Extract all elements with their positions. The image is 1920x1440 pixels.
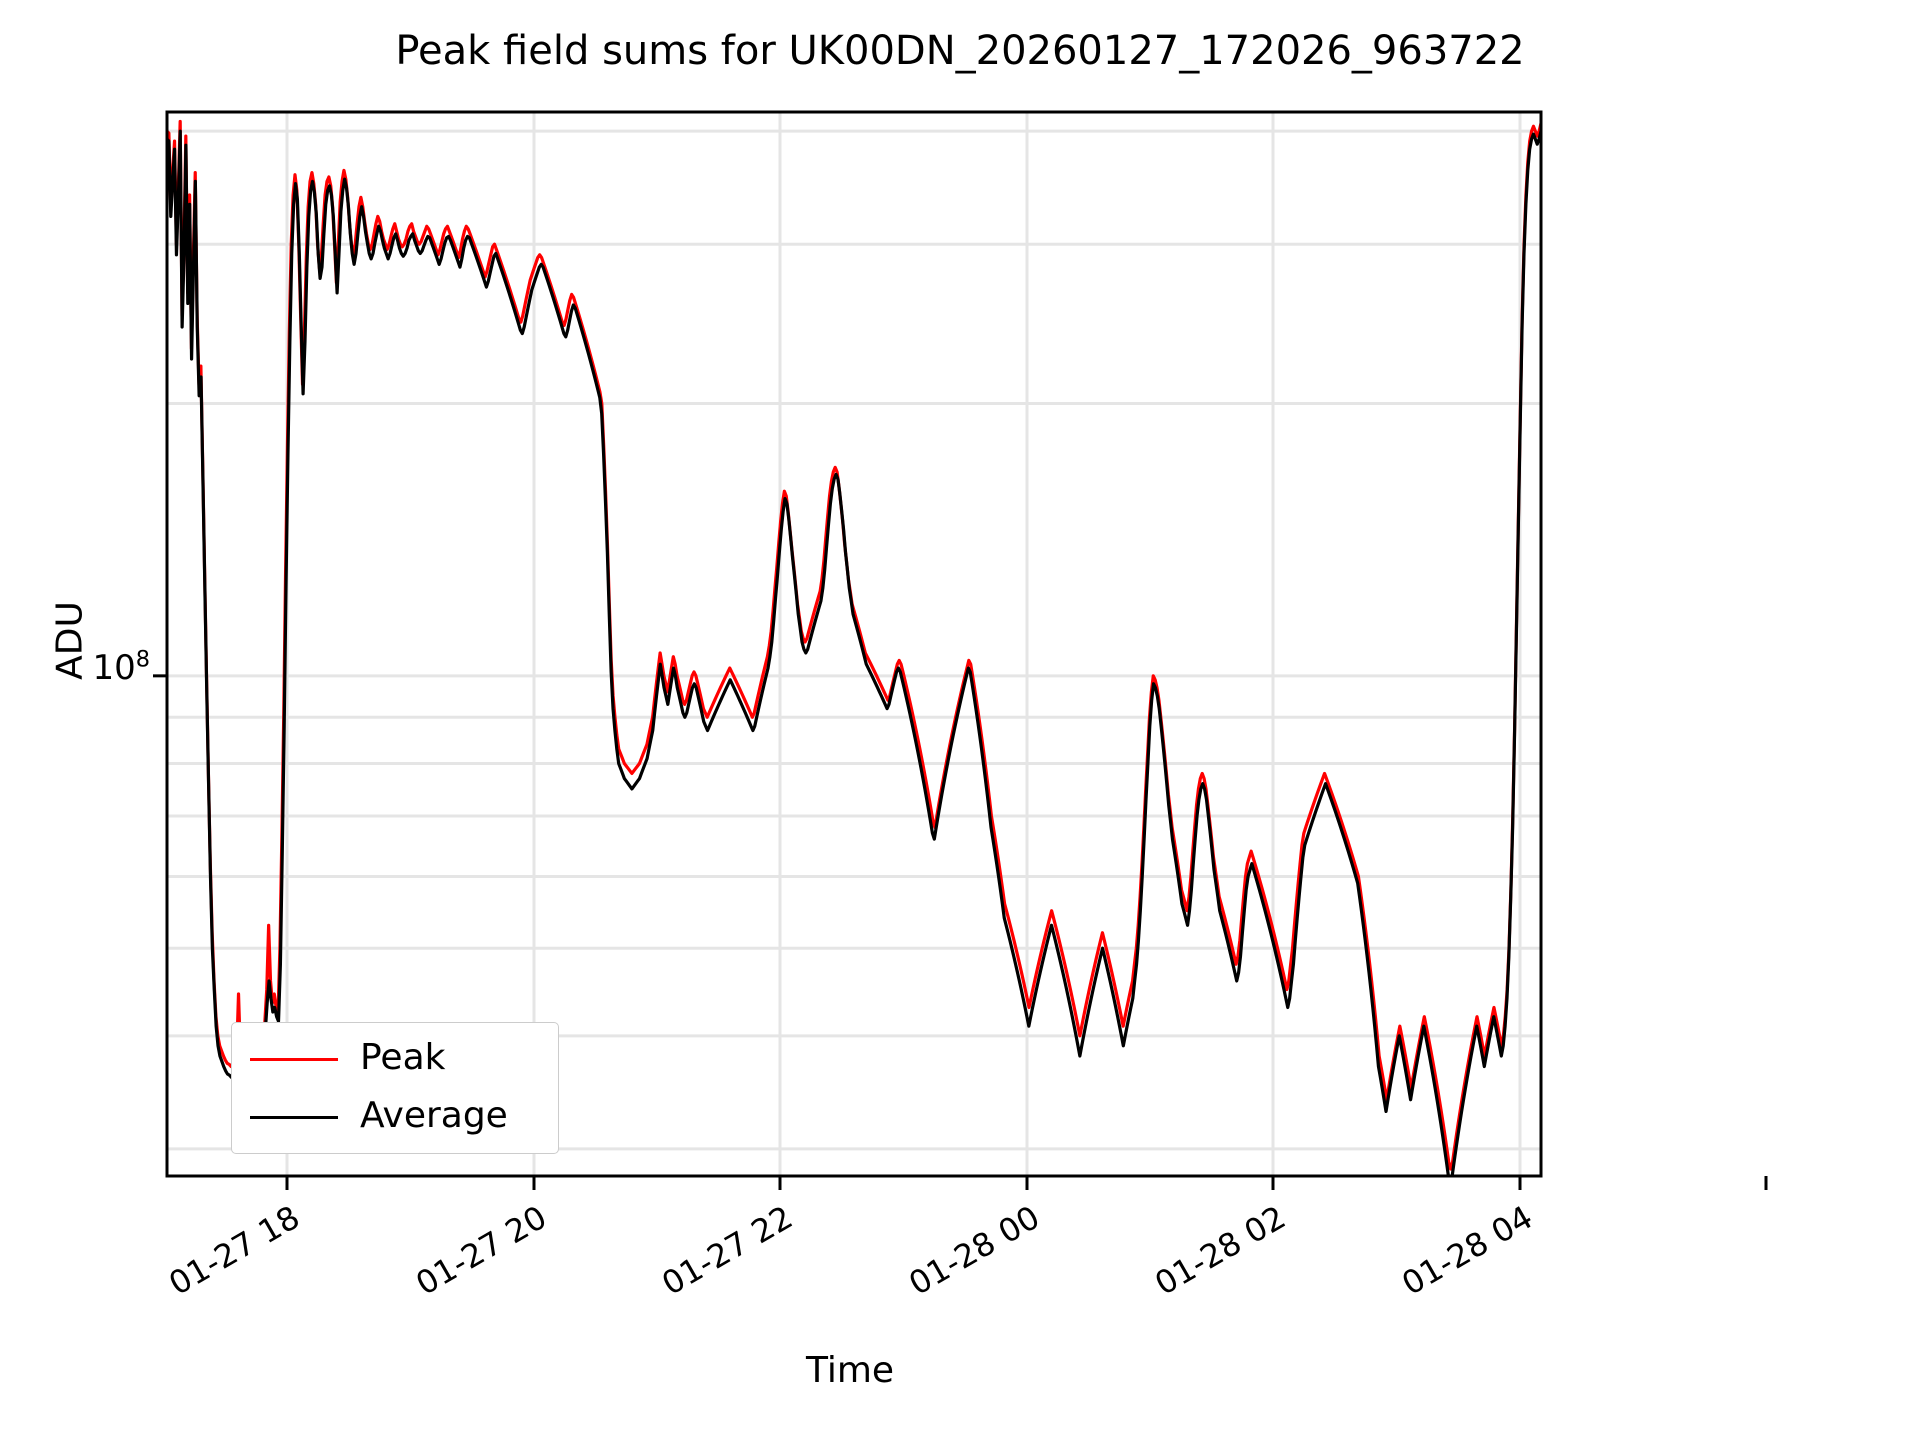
y-tick-exponent: 8 [135, 646, 150, 673]
legend-item-average: Average [232, 1089, 558, 1147]
legend-item-peak: Peak [232, 1031, 558, 1089]
x-axis-label: Time [805, 1350, 895, 1391]
axis-ticks [153, 674, 1768, 1190]
legend-swatch-average [250, 1116, 338, 1119]
series-line-average [167, 129, 1541, 1176]
y-tick-mantissa: 10 [92, 647, 136, 688]
legend[interactable]: Peak Average [231, 1022, 559, 1154]
series-line-peak [167, 119, 1541, 1171]
legend-label-peak: Peak [360, 1037, 446, 1078]
legend-swatch-peak [250, 1058, 338, 1061]
y-tick-label-1e8: 108 [40, 648, 150, 688]
page-title: Peak field sums for UK00DN_20260127_1720… [395, 28, 1525, 74]
legend-label-average: Average [360, 1095, 508, 1136]
axis-frame [165, 110, 1543, 1178]
data-series-group [167, 119, 1541, 1176]
gridlines [167, 112, 1541, 1176]
